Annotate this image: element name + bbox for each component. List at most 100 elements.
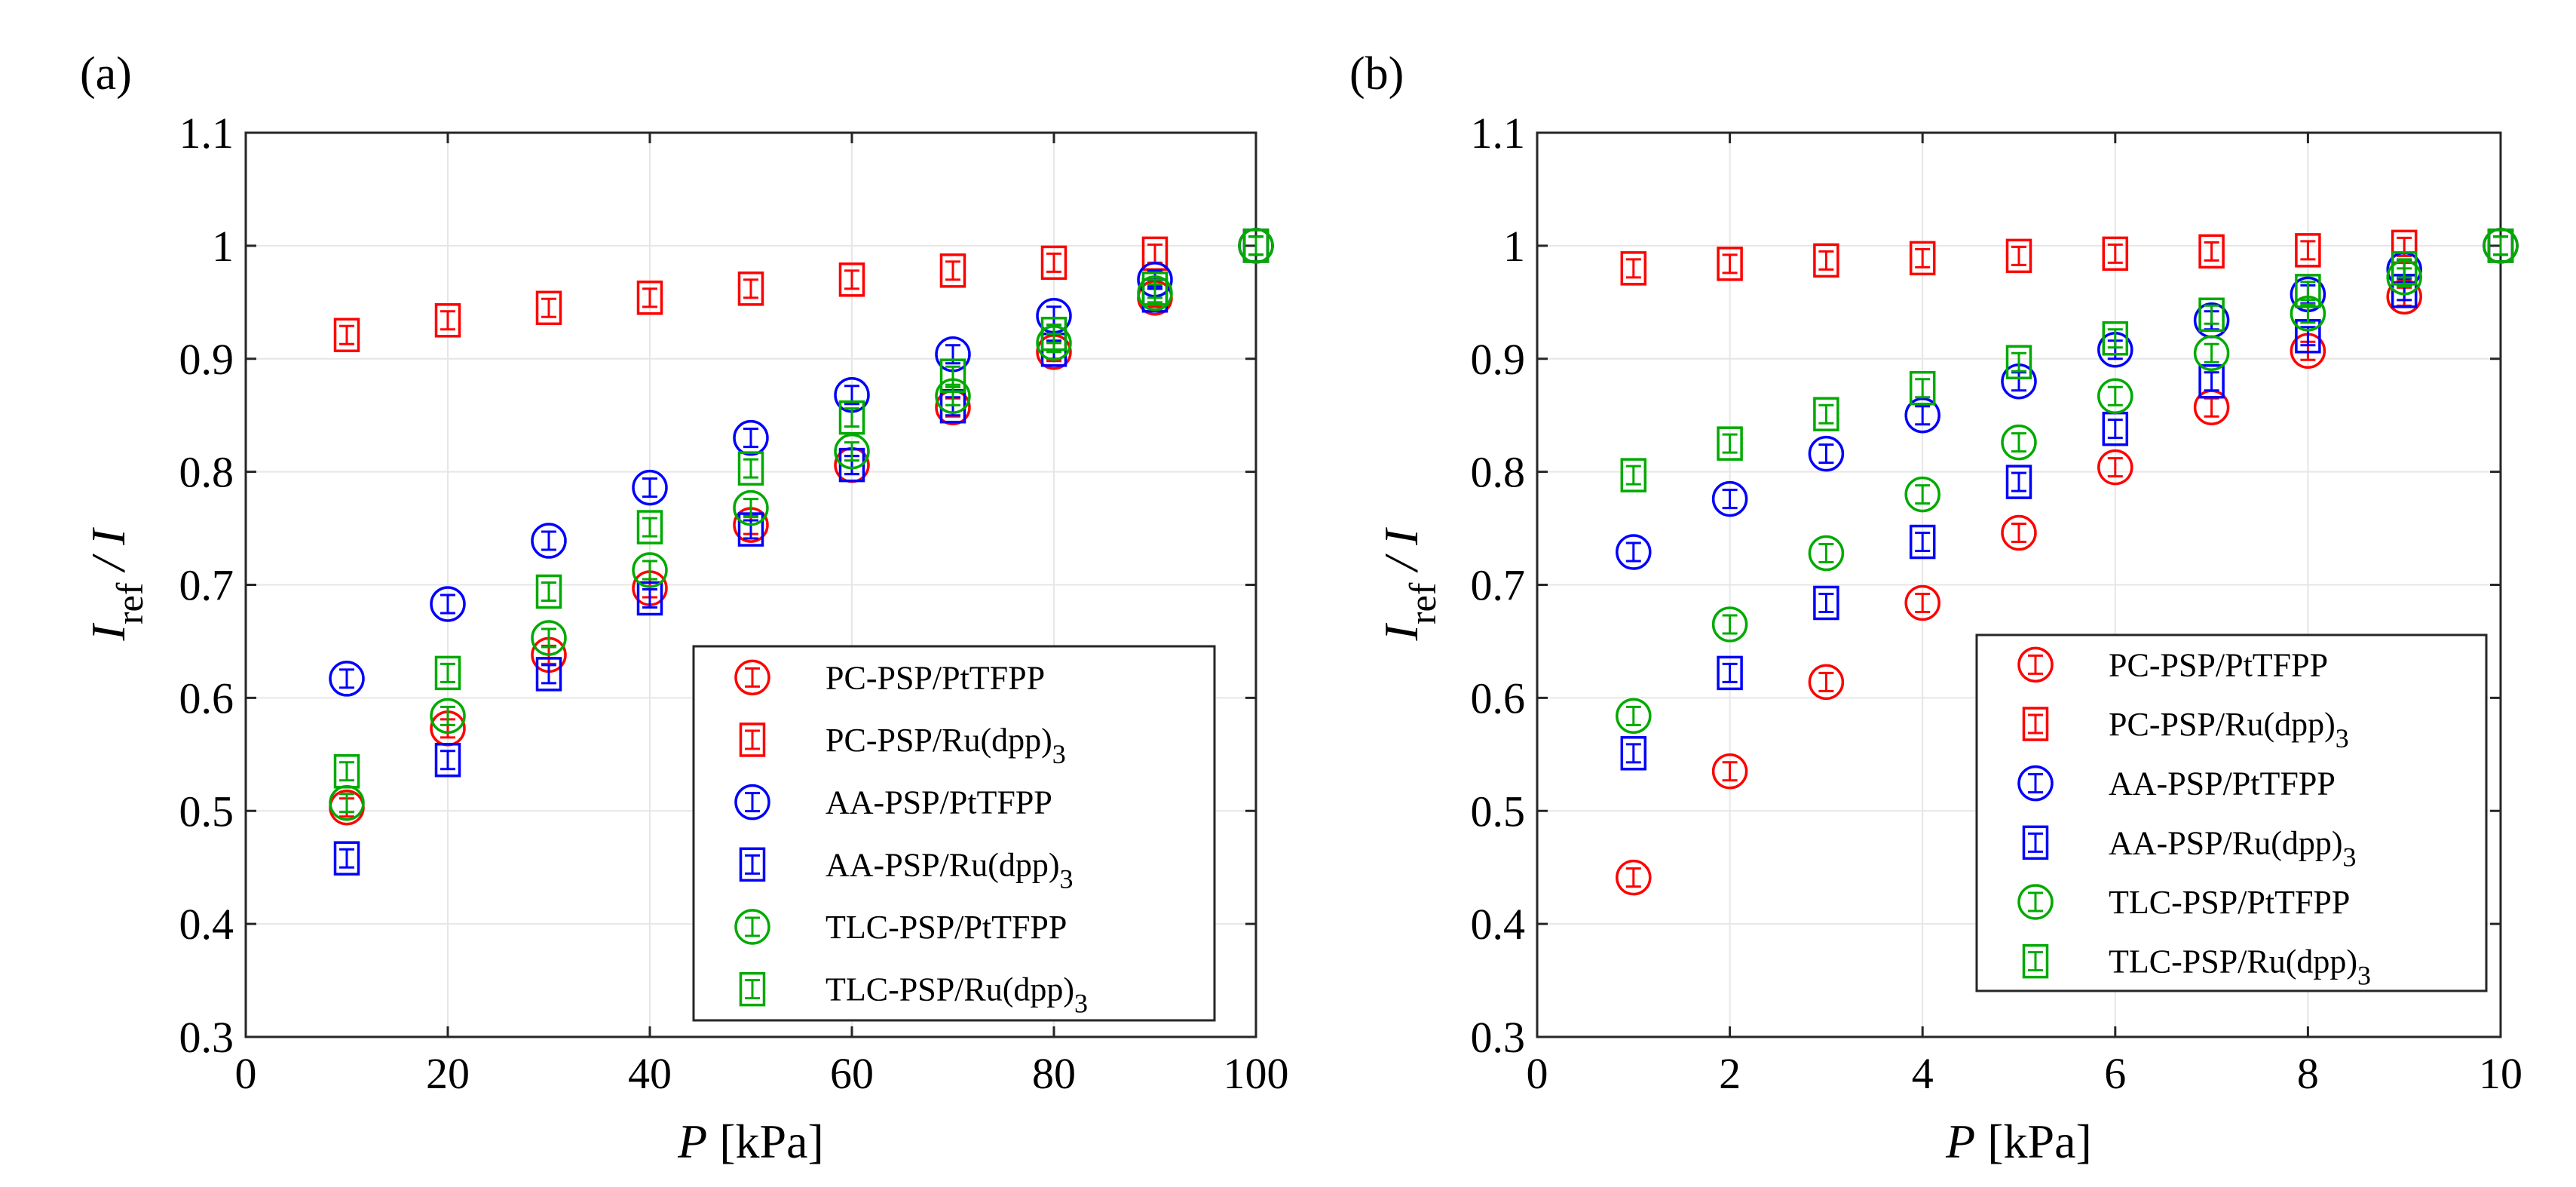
legend-label: TLC-PSP/Ru(dpp)3: [2109, 943, 2371, 991]
marker-square: [2102, 321, 2129, 356]
data-point: [733, 419, 769, 456]
chart-panel-a: 0 20 40 60 80 100 0.3 0.4 0.5 0.6 0.7 0.8 0.9 1 1.1 (a)…: [80, 48, 1289, 1168]
marker-square: [737, 271, 764, 306]
data-point: [939, 253, 966, 288]
marker-square: [434, 303, 461, 338]
legend: PC-PSP/PtTFPPPC-PSP/Ru(dpp)3AA-PSP/PtTFP…: [1975, 633, 2488, 992]
legend-label-sub: 3: [2357, 961, 2371, 991]
data-point: [333, 841, 360, 876]
marker-square: [535, 290, 562, 326]
marker-square: [739, 722, 766, 757]
data-point: [1904, 584, 1940, 621]
y-axis-sub: ref: [109, 582, 151, 624]
marker-square: [1717, 426, 1743, 461]
data-point: [838, 400, 865, 435]
marker-square: [939, 358, 966, 393]
marker-circle: [329, 661, 365, 697]
legend-label-main: PC-PSP/PtTFPP: [825, 659, 1045, 696]
y-tick-label: 0.9: [1471, 335, 1526, 384]
panel-label: (b): [1349, 48, 1404, 100]
marker-square: [838, 262, 865, 297]
data-point: [1909, 370, 1936, 406]
legend-label: TLC-PSP/PtTFPP: [825, 909, 1067, 946]
y-axis-base: I: [81, 622, 135, 641]
y-axis-rest: / I: [81, 527, 135, 583]
legend-label: TLC-PSP/Ru(dpp)3: [825, 971, 1088, 1019]
marker-circle: [2017, 646, 2054, 683]
marker-square: [333, 841, 360, 876]
legend-label-sub: 3: [2336, 723, 2349, 753]
y-tick-label: 0.4: [179, 900, 234, 949]
legend-item: AA-PSP/Ru(dpp)3: [2022, 824, 2357, 872]
marker-circle: [1616, 859, 1652, 896]
marker-square: [2198, 363, 2225, 399]
legend-marker: [2017, 884, 2054, 920]
x-axis-var: P: [1945, 1115, 1975, 1168]
y-tick-label: 1: [212, 222, 234, 271]
data-point: [1620, 251, 1647, 286]
marker-square: [1242, 229, 1270, 263]
marker-circle: [2001, 514, 2037, 551]
x-tick-label: 8: [2297, 1049, 2319, 1098]
legend-item: PC-PSP/Ru(dpp)3: [2022, 706, 2349, 753]
data-point: [1808, 535, 1845, 572]
marker-square: [2295, 274, 2321, 308]
marker-square: [2198, 297, 2225, 333]
legend-marker: [734, 909, 770, 945]
marker-square: [939, 253, 966, 288]
marker-square: [2487, 229, 2514, 263]
marker-square: [1620, 458, 1647, 492]
legend-box: [692, 645, 1216, 1022]
data-point: [733, 489, 769, 526]
x-axis-gap: [1975, 1115, 1987, 1168]
marker-square: [333, 754, 360, 789]
x-axis-unit: [kPa]: [1987, 1115, 2092, 1168]
x-tick-label: 2: [1719, 1049, 1741, 1098]
legend-marker: [2017, 765, 2054, 802]
data-point: [632, 552, 668, 588]
y-tick-label: 0.3: [179, 1013, 234, 1062]
marker-circle: [1808, 535, 1845, 572]
series-tlc-psp-ru-dpp-3: [333, 229, 1270, 789]
marker-circle: [1711, 480, 1748, 517]
data-point: [531, 523, 567, 559]
x-axis-title: P [kPa]: [1945, 1115, 2092, 1168]
x-tick-label: 0: [235, 1049, 257, 1098]
marker-square: [535, 574, 562, 609]
marker-circle: [734, 659, 770, 696]
data-point: [2198, 234, 2225, 269]
legend-label-main: TLC-PSP/PtTFPP: [2109, 884, 2350, 921]
legend-item: PC-PSP/PtTFPP: [2017, 646, 2328, 683]
y-axis-base: I: [1374, 622, 1428, 641]
legend-marker: [2022, 707, 2049, 741]
data-point: [636, 510, 663, 544]
x-axis-title: P [kPa]: [677, 1115, 824, 1168]
legend-label-main: TLC-PSP/PtTFPP: [825, 909, 1067, 946]
marker-square: [2102, 236, 2129, 271]
marker-circle: [1711, 753, 1748, 790]
marker-circle: [1808, 664, 1845, 701]
legend-item: TLC-PSP/PtTFPP: [2017, 884, 2350, 921]
y-tick-label: 0.3: [1471, 1013, 1526, 1062]
legend-item: PC-PSP/PtTFPP: [734, 659, 1045, 696]
marker-square: [2022, 825, 2049, 860]
y-tick-label: 0.7: [179, 561, 234, 610]
data-point: [2102, 321, 2129, 356]
legend-label-main: TLC-PSP/Ru(dpp): [825, 971, 1074, 1008]
data-point: [2198, 363, 2225, 399]
marker-square: [2022, 943, 2049, 979]
legend-item: AA-PSP/PtTFPP: [734, 784, 1052, 821]
marker-square: [1141, 271, 1169, 306]
x-tick-label: 20: [426, 1049, 470, 1098]
data-point: [535, 574, 562, 609]
legend-label-sub: 3: [1052, 739, 1066, 769]
legend-item: TLC-PSP/PtTFPP: [734, 909, 1067, 946]
y-tick-label: 0.9: [179, 335, 234, 384]
marker-circle: [2001, 424, 2037, 461]
legend-marker: [739, 847, 766, 882]
marker-square: [2005, 238, 2032, 274]
marker-circle: [1904, 476, 1940, 513]
marker-circle: [1808, 435, 1845, 472]
data-point: [535, 290, 562, 326]
legend-marker: [734, 659, 770, 696]
